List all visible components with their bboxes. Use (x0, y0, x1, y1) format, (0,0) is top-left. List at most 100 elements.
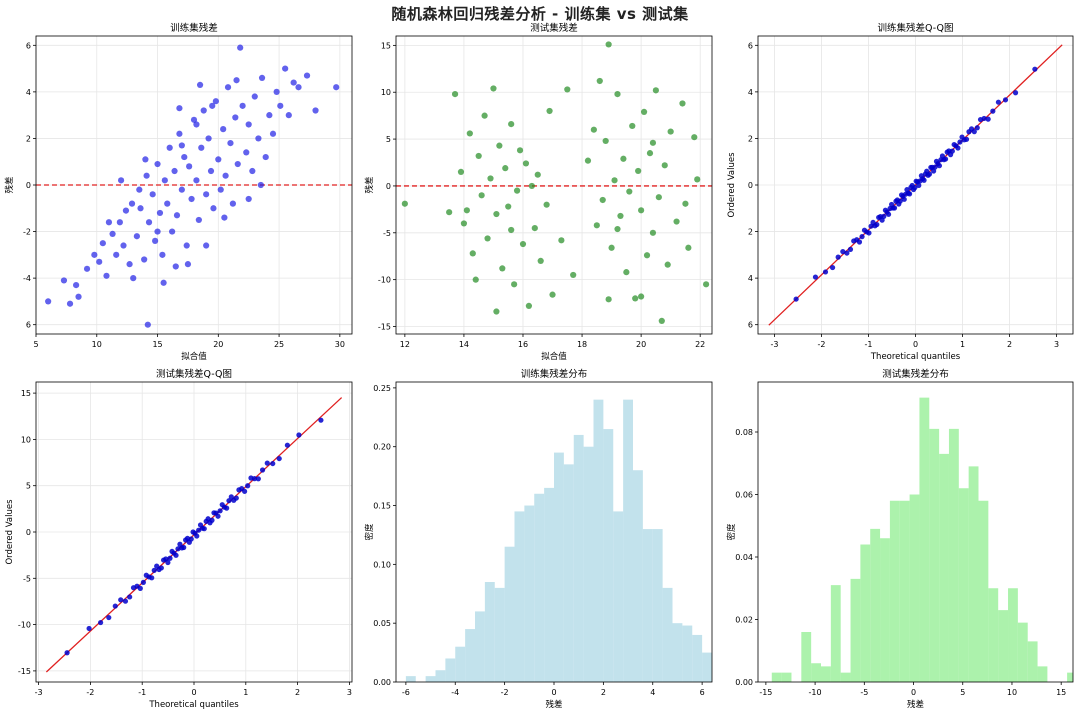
scatter-point (658, 317, 665, 324)
qq-point (201, 526, 207, 532)
qq-point (932, 164, 938, 170)
y-tick-label: 10 (21, 435, 31, 444)
hist-bar (573, 434, 584, 682)
scatter-point (166, 144, 173, 151)
x-tick-label: 5 (960, 688, 965, 697)
scatter-point (549, 291, 556, 298)
x-tick-label: 1 (960, 340, 965, 349)
qq-point (270, 460, 276, 467)
qq-point (891, 205, 898, 211)
scatter-point (702, 281, 710, 288)
hist-bar (514, 511, 525, 682)
scatter-point (229, 200, 236, 207)
scatter-point (122, 207, 130, 214)
x-tick-label: 20 (636, 340, 646, 349)
qq-point (255, 476, 261, 482)
scatter-point (303, 72, 311, 79)
x-axis-label: 残差 (545, 699, 562, 710)
scatter-point (519, 240, 527, 248)
qq-point (921, 177, 927, 183)
hist-bar (929, 428, 940, 682)
hist-bar (484, 582, 495, 682)
x-tick-label: 14 (459, 340, 469, 349)
scatter-point (629, 122, 636, 130)
scatter-point (472, 276, 479, 283)
qq-point (936, 163, 943, 169)
chart-train-hist: -6 -4 -2 0 2 4 6 0.00 0.05 0.10 0.15 0.20 0.25 训练集残差分… (364, 368, 722, 710)
scatter-point (640, 108, 648, 116)
scatter-point (105, 219, 113, 226)
qq-point (181, 544, 187, 551)
x-tick-label: -3 (770, 340, 778, 349)
y-tick-label: 0.10 (373, 560, 391, 569)
scatter-point (113, 251, 120, 258)
x-tick-label: -4 (451, 688, 459, 697)
y-axis-label: Ordered Values (727, 152, 737, 218)
scatter-point (522, 160, 530, 167)
y-tick-label: 15 (381, 41, 391, 50)
scatter-point (643, 252, 651, 259)
scatter-point (176, 130, 183, 137)
qq-point (926, 171, 933, 177)
hist-bar (771, 672, 782, 682)
scatter-point (103, 272, 110, 279)
x-tick-label: -2 (501, 688, 509, 697)
qq-point (985, 116, 991, 122)
scatter-point (691, 134, 698, 141)
hist-bar (712, 670, 722, 682)
qq-point (118, 597, 124, 603)
y-tick-label: -2 (23, 228, 31, 237)
scatter-point (290, 79, 297, 86)
axes-frame (757, 381, 1074, 683)
qq-point (949, 148, 955, 154)
scatter-point (232, 114, 239, 121)
y-axis-label: 密度 (726, 523, 737, 541)
chart-title: 训练集残差分布 (521, 368, 588, 380)
scatter-point (635, 167, 642, 175)
hist-bar (455, 646, 466, 682)
scatter-point (661, 162, 668, 169)
y-tick-label: 2 (748, 134, 753, 143)
hist-bar (899, 500, 910, 682)
x-tick-label: 0 (551, 688, 556, 697)
qq-point (971, 129, 977, 135)
y-axis-label: Ordered Values (5, 499, 15, 565)
scatter-point (75, 293, 82, 300)
scatter-point (117, 177, 125, 184)
scatter-point (620, 155, 627, 162)
qq-point (885, 211, 892, 217)
scatter-point (96, 258, 103, 265)
hist-bar (830, 585, 841, 682)
scatter-point (152, 237, 159, 244)
scatter-point (209, 102, 216, 109)
scatter-point (249, 167, 256, 175)
scatter-point (493, 308, 500, 315)
qq-point (98, 619, 104, 626)
qq-point (963, 136, 970, 142)
qq-point (296, 432, 302, 438)
x-tick-label: 2 (1007, 340, 1012, 349)
scatter-point (570, 271, 577, 279)
y-tick-label: 4 (26, 88, 31, 97)
hist-bar (998, 610, 1009, 682)
scatter-point (649, 139, 657, 146)
plot-area (405, 399, 722, 682)
hist-bar (958, 488, 969, 682)
scatter-point (193, 177, 200, 184)
qq-point (901, 196, 907, 202)
scatter-point (505, 203, 512, 210)
scatter-point (632, 295, 639, 302)
x-tick-label: 6 (700, 688, 705, 697)
scatter-point (186, 163, 193, 170)
hist-bar (435, 670, 446, 682)
hist-bar (554, 452, 564, 682)
chart-title: 测试集残差分布 (882, 368, 949, 380)
x-tick-label: 30 (335, 340, 345, 349)
qq-point (226, 498, 232, 504)
qq-point (112, 603, 118, 609)
qq-point (874, 221, 880, 228)
qq-point (859, 234, 865, 240)
qq-point (981, 115, 987, 122)
x-tick-label: -2 (817, 340, 825, 349)
